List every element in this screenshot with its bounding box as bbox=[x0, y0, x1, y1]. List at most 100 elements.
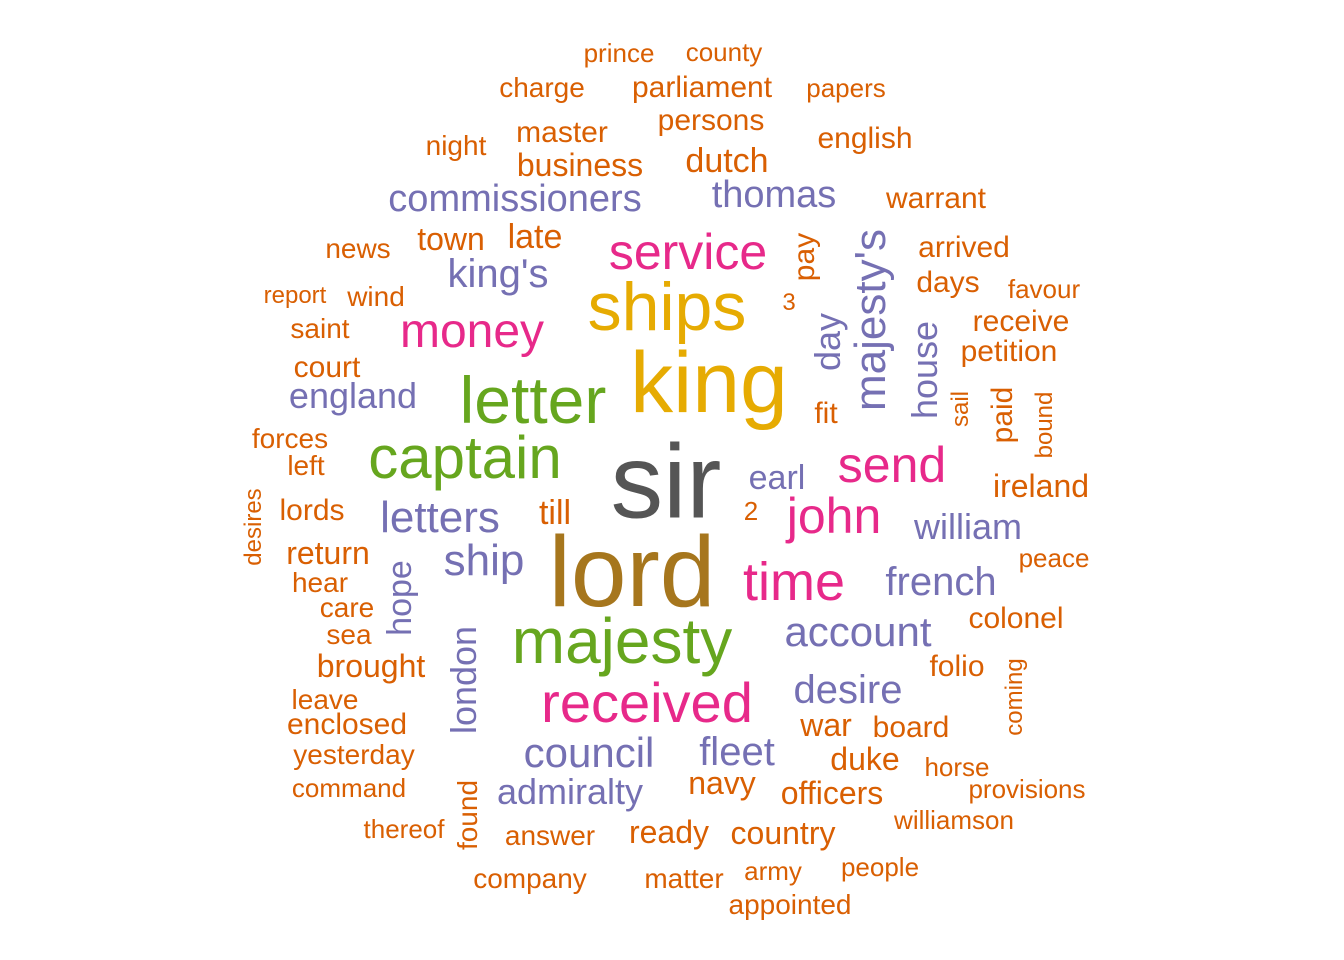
word: admiralty bbox=[496, 771, 644, 812]
word: yesterday bbox=[293, 739, 415, 770]
word: town bbox=[417, 221, 485, 257]
word: forces bbox=[251, 423, 329, 454]
word: pay bbox=[788, 232, 821, 282]
word: sail bbox=[947, 390, 974, 428]
word: brought bbox=[316, 648, 426, 684]
word: prince bbox=[583, 38, 655, 68]
word: majesty's bbox=[846, 229, 895, 411]
word: london bbox=[443, 625, 484, 735]
word: provisions bbox=[968, 774, 1086, 804]
word: days bbox=[916, 266, 980, 299]
word: king's bbox=[447, 252, 549, 296]
word: country bbox=[730, 815, 836, 851]
word: board bbox=[872, 711, 950, 744]
word: money bbox=[399, 305, 545, 358]
word: service bbox=[608, 224, 768, 280]
word: ships bbox=[587, 269, 747, 345]
word: received bbox=[541, 671, 753, 734]
word: fit bbox=[814, 397, 838, 430]
word: ship bbox=[443, 536, 525, 585]
word: found bbox=[452, 779, 483, 851]
word: majesty bbox=[511, 605, 733, 677]
word: account bbox=[784, 608, 932, 655]
word: warrant bbox=[885, 182, 987, 215]
word: army bbox=[744, 856, 802, 886]
word: command bbox=[291, 773, 407, 803]
word: charge bbox=[499, 72, 585, 103]
word: peace bbox=[1018, 543, 1090, 573]
word: ready bbox=[628, 814, 710, 850]
word: navy bbox=[688, 765, 756, 801]
word: bound bbox=[1031, 391, 1058, 459]
word: desire bbox=[793, 668, 903, 712]
word: left bbox=[287, 450, 325, 481]
word: people bbox=[840, 852, 920, 882]
word: late bbox=[507, 218, 563, 256]
word: letter bbox=[459, 363, 607, 437]
word: coming bbox=[1001, 658, 1028, 736]
word: 2 bbox=[743, 496, 759, 526]
word: fleet bbox=[699, 730, 775, 774]
word: horse bbox=[924, 752, 990, 782]
word: council bbox=[523, 729, 655, 776]
word: williamson bbox=[894, 805, 1014, 835]
word: captain bbox=[368, 424, 562, 491]
word: receive bbox=[972, 305, 1070, 338]
word: hear bbox=[291, 567, 349, 598]
word: william bbox=[914, 506, 1022, 547]
word: king bbox=[630, 335, 788, 431]
word: officers bbox=[780, 775, 884, 811]
word: care bbox=[319, 592, 375, 623]
word: paid bbox=[986, 386, 1019, 444]
word: ireland bbox=[992, 468, 1090, 504]
word: appointed bbox=[728, 889, 852, 920]
word: 3 bbox=[782, 289, 796, 316]
word: england bbox=[288, 375, 418, 416]
word: report bbox=[263, 282, 327, 309]
word: house bbox=[904, 320, 945, 420]
word: parliament bbox=[631, 71, 773, 104]
word: answer bbox=[504, 820, 596, 851]
word: send bbox=[837, 437, 947, 493]
word: favour bbox=[1007, 274, 1081, 304]
word: duke bbox=[830, 741, 900, 777]
word: persons bbox=[657, 104, 765, 137]
word: commissioners bbox=[388, 178, 642, 220]
word: sir bbox=[610, 423, 722, 541]
word: night bbox=[425, 130, 487, 161]
word: saint bbox=[290, 313, 350, 344]
word: earl bbox=[748, 459, 806, 497]
word: lord bbox=[548, 516, 716, 628]
word: court bbox=[293, 351, 361, 384]
word: war bbox=[800, 707, 852, 743]
word: news bbox=[325, 233, 391, 264]
word: county bbox=[685, 37, 763, 67]
word: colonel bbox=[968, 602, 1064, 635]
word: hope bbox=[381, 560, 419, 636]
word: thereof bbox=[363, 814, 445, 844]
word: matter bbox=[644, 863, 724, 894]
word: return bbox=[286, 535, 370, 571]
word: leave bbox=[291, 684, 359, 715]
word: arrived bbox=[918, 231, 1010, 264]
word: folio bbox=[929, 650, 985, 683]
word: dutch bbox=[685, 142, 769, 180]
word: time bbox=[742, 552, 846, 612]
word: french bbox=[885, 560, 997, 604]
word: business bbox=[516, 147, 644, 183]
word: thomas bbox=[711, 174, 837, 216]
word: wind bbox=[347, 281, 405, 312]
word: english bbox=[817, 122, 913, 155]
word: letters bbox=[380, 493, 500, 542]
word: petition bbox=[960, 335, 1058, 368]
word: company bbox=[473, 863, 587, 894]
word: desires bbox=[240, 488, 267, 566]
word: day bbox=[807, 312, 848, 372]
word: till bbox=[538, 494, 572, 532]
word: master bbox=[516, 116, 608, 149]
word: john bbox=[786, 488, 882, 544]
word: lords bbox=[279, 494, 345, 527]
word: sea bbox=[326, 619, 372, 650]
word: papers bbox=[806, 73, 886, 103]
